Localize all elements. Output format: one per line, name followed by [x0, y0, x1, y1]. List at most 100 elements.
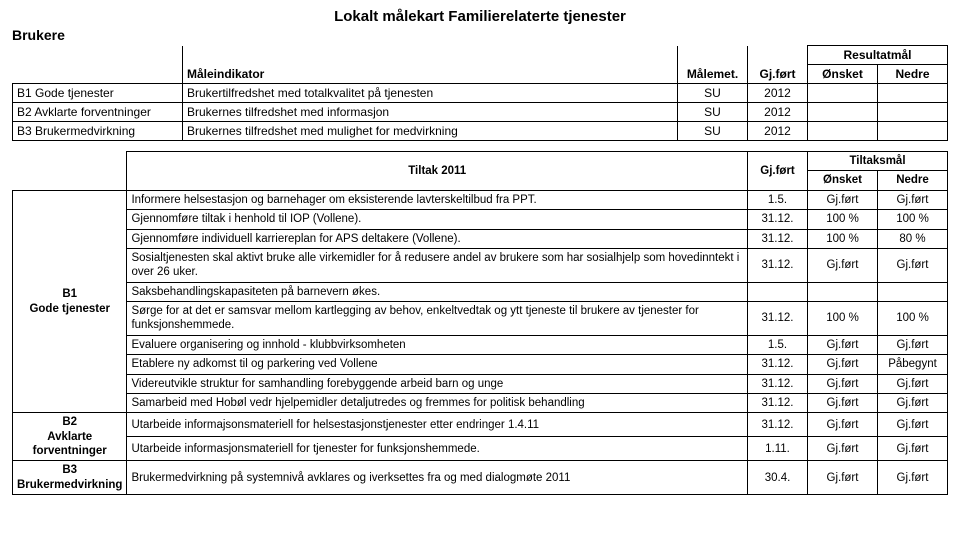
- table-row: Evaluere organisering og innhold - klubb…: [13, 335, 948, 354]
- cell-dato: 31.12.: [748, 248, 808, 282]
- cell-dato: 31.12.: [748, 210, 808, 229]
- cell-onsket: Gj.ført: [808, 461, 878, 495]
- cell-onsket: Gj.ført: [808, 355, 878, 374]
- table-row: Etablere ny adkomst til og parkering ved…: [13, 355, 948, 374]
- cell-gjfort: 2012: [748, 122, 808, 141]
- cell-onsket: Gj.ført: [808, 374, 878, 393]
- col-indikator: Måleindikator: [183, 65, 678, 84]
- page-title: Lokalt målekart Familierelaterte tjenest…: [12, 8, 948, 25]
- cell-text: Brukernes tilfredshet med mulighet for m…: [183, 122, 678, 141]
- table-row: Resultatmål: [13, 46, 948, 65]
- table-row: B3BrukermedvirkningBrukermedvirkning på …: [13, 461, 948, 495]
- cell-malemet: SU: [678, 103, 748, 122]
- cell-dato: 1.5.: [748, 190, 808, 209]
- cell-onsket: Gj.ført: [808, 393, 878, 412]
- cell-dato: 31.12.: [748, 374, 808, 393]
- table-row: B1Gode tjenesterInformere helsestasjon o…: [13, 190, 948, 209]
- cell-nedre: Gj.ført: [878, 437, 948, 461]
- cell-nedre: Påbegynt: [878, 355, 948, 374]
- table-row: Saksbehandlingskapasiteten på barnevern …: [13, 282, 948, 301]
- cell-tiltak: Videreutvikle struktur for samhandling f…: [127, 374, 748, 393]
- cell-dato: 1.11.: [748, 437, 808, 461]
- cell-tiltak: Gjennomføre individuell karriereplan for…: [127, 229, 748, 248]
- cell-onsket: [808, 282, 878, 301]
- cell-code: B1 Gode tjenester: [13, 84, 183, 103]
- cell-malemet: SU: [678, 84, 748, 103]
- cell-tiltak: Evaluere organisering og innhold - klubb…: [127, 335, 748, 354]
- cell-nedre: Gj.ført: [878, 248, 948, 282]
- cell-dato: [748, 282, 808, 301]
- cell-text: Brukertilfredshet med totalkvalitet på t…: [183, 84, 678, 103]
- cell-nedre: Gj.ført: [878, 413, 948, 437]
- cell-nedre: 80 %: [878, 229, 948, 248]
- col-gjfort: Gj.ført: [748, 152, 808, 191]
- cell-onsket: [808, 84, 878, 103]
- table-row: B3 BrukermedvirkningBrukernes tilfredshe…: [13, 122, 948, 141]
- spacer: [13, 152, 127, 191]
- spacer: [13, 46, 183, 65]
- spacer: [13, 65, 183, 84]
- indicator-table: Resultatmål Måleindikator Målemet. Gj.fø…: [12, 45, 948, 141]
- cell-nedre: [878, 282, 948, 301]
- col-onsket: Ønsket: [808, 171, 878, 190]
- table-row: Måleindikator Målemet. Gj.ført Ønsket Ne…: [13, 65, 948, 84]
- cell-nedre: 100 %: [878, 302, 948, 336]
- cell-nedre: Gj.ført: [878, 393, 948, 412]
- col-gjfort: Gj.ført: [748, 65, 808, 84]
- cell-dato: 31.12.: [748, 229, 808, 248]
- cell-nedre: [878, 103, 948, 122]
- cell-dato: 31.12.: [748, 302, 808, 336]
- col-tiltaksmal: Tiltaksmål: [808, 152, 948, 171]
- cell-onsket: Gj.ført: [808, 190, 878, 209]
- col-nedre: Nedre: [878, 171, 948, 190]
- table-row: Gjennomføre tiltak i henhold til IOP (Vo…: [13, 210, 948, 229]
- col-onsket: Ønsket: [808, 65, 878, 84]
- cell-nedre: [878, 84, 948, 103]
- cell-gjfort: 2012: [748, 103, 808, 122]
- cell-tiltak: Utarbeide informajsonsmateriell for hels…: [127, 413, 748, 437]
- cell-nedre: Gj.ført: [878, 335, 948, 354]
- cell-dato: 30.4.: [748, 461, 808, 495]
- cell-tiltak: Gjennomføre tiltak i henhold til IOP (Vo…: [127, 210, 748, 229]
- cell-tiltak: Brukermedvirkning på systemnivå avklares…: [127, 461, 748, 495]
- table-row: B2AvklarteforventningerUtarbeide informa…: [13, 413, 948, 437]
- cell-nedre: 100 %: [878, 210, 948, 229]
- spacer: [183, 46, 678, 65]
- spacer: [748, 46, 808, 65]
- cell-nedre: Gj.ført: [878, 374, 948, 393]
- cell-onsket: 100 %: [808, 210, 878, 229]
- cell-dato: 31.12.: [748, 355, 808, 374]
- cell-tiltak: Samarbeid med Hobøl vedr hjelpemidler de…: [127, 393, 748, 412]
- spacer: [678, 46, 748, 65]
- group-label: B1Gode tjenester: [13, 190, 127, 413]
- table-row: Videreutvikle struktur for samhandling f…: [13, 374, 948, 393]
- cell-tiltak: Informere helsestasjon og barnehager om …: [127, 190, 748, 209]
- cell-onsket: 100 %: [808, 302, 878, 336]
- table-row: Utarbeide informasjonsmateriell for tjen…: [13, 437, 948, 461]
- col-tiltak: Tiltak 2011: [127, 152, 748, 191]
- section-label: Brukere: [12, 27, 948, 43]
- tiltak-table: Tiltak 2011 Gj.ført Tiltaksmål Ønsket Ne…: [12, 151, 948, 495]
- table-row: Gjennomføre individuell karriereplan for…: [13, 229, 948, 248]
- cell-tiltak: Sørge for at det er samsvar mellom kartl…: [127, 302, 748, 336]
- cell-onsket: Gj.ført: [808, 248, 878, 282]
- cell-code: B3 Brukermedvirkning: [13, 122, 183, 141]
- cell-code: B2 Avklarte forventninger: [13, 103, 183, 122]
- cell-dato: 31.12.: [748, 413, 808, 437]
- cell-onsket: Gj.ført: [808, 437, 878, 461]
- cell-nedre: [878, 122, 948, 141]
- table-row: Sosialtjenesten skal aktivt bruke alle v…: [13, 248, 948, 282]
- cell-onsket: Gj.ført: [808, 413, 878, 437]
- cell-onsket: [808, 103, 878, 122]
- cell-onsket: Gj.ført: [808, 335, 878, 354]
- cell-malemet: SU: [678, 122, 748, 141]
- table-row: Samarbeid med Hobøl vedr hjelpemidler de…: [13, 393, 948, 412]
- col-malemet: Målemet.: [678, 65, 748, 84]
- col-resultatmal: Resultatmål: [808, 46, 948, 65]
- cell-dato: 1.5.: [748, 335, 808, 354]
- cell-gjfort: 2012: [748, 84, 808, 103]
- cell-tiltak: Saksbehandlingskapasiteten på barnevern …: [127, 282, 748, 301]
- cell-dato: 31.12.: [748, 393, 808, 412]
- group-label: B3Brukermedvirkning: [13, 461, 127, 495]
- cell-tiltak: Etablere ny adkomst til og parkering ved…: [127, 355, 748, 374]
